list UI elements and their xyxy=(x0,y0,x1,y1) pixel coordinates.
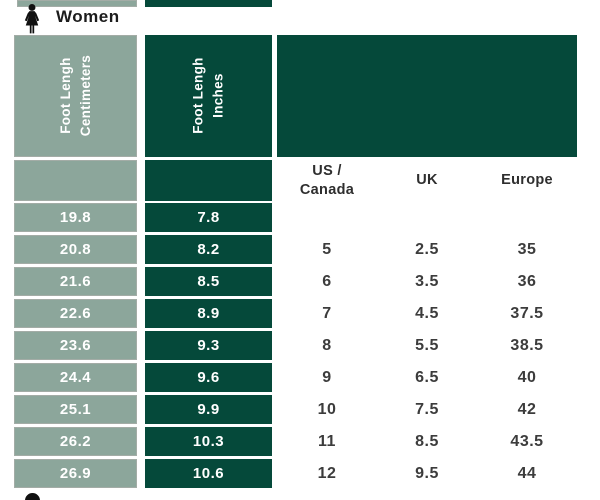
cell-us-canada: 6 xyxy=(322,273,332,290)
cell-europe: 37.5 xyxy=(510,305,544,322)
cell-cm: 24.4 xyxy=(14,363,137,392)
cell-europe: 40 xyxy=(517,369,537,386)
header-label-foot-length-in: Foot Lengh Inches xyxy=(190,57,226,135)
table-row: 19.8 7.8 xyxy=(14,203,577,232)
cell-cm: 22.6 xyxy=(14,299,137,328)
cell-us-canada: 7 xyxy=(322,305,332,322)
cell-inches: 9.6 xyxy=(145,363,272,392)
cell-inches: 8.9 xyxy=(145,299,272,328)
cell-us-canada: 8 xyxy=(322,337,332,354)
cell-uk: 4.5 xyxy=(415,305,439,322)
cell-uk: 6.5 xyxy=(415,369,439,386)
cell-europe: 43.5 xyxy=(510,433,544,450)
header-cell-foot-length-cm: Foot Lengh Centimeters xyxy=(14,35,137,157)
column-header-us-canada: US / Canada xyxy=(299,162,355,198)
next-section-icon-partial xyxy=(25,493,40,500)
cell-inches: 10.6 xyxy=(145,459,272,488)
cell-cm: 21.6 xyxy=(14,267,137,296)
subheader-cell-in-empty xyxy=(145,160,272,201)
size-table-body: 19.8 7.8 20.8 8.2 5 2.5 35 21.6 8.5 6 3.… xyxy=(14,203,577,491)
woman-icon xyxy=(24,4,40,34)
cell-europe xyxy=(477,203,577,232)
cell-uk: 5.5 xyxy=(415,337,439,354)
cell-europe: 35 xyxy=(517,241,537,258)
cell-us-canada: 5 xyxy=(322,241,332,258)
table-row: 22.6 8.9 7 4.5 37.5 xyxy=(14,299,577,328)
table-row: 26.2 10.3 11 8.5 43.5 xyxy=(14,427,577,456)
column-header-uk: UK xyxy=(416,172,438,189)
cell-us-canada: 11 xyxy=(318,433,336,450)
cell-us-canada: 12 xyxy=(317,465,337,482)
cell-cm: 19.8 xyxy=(14,203,137,232)
table-row: 24.4 9.6 9 6.5 40 xyxy=(14,363,577,392)
table-row: 26.9 10.6 12 9.5 44 xyxy=(14,459,577,488)
table-row: 23.6 9.3 8 5.5 38.5 xyxy=(14,331,577,360)
cell-uk: 3.5 xyxy=(415,273,439,290)
cell-cm: 26.9 xyxy=(14,459,137,488)
cell-europe: 42 xyxy=(517,401,537,418)
cell-uk: 7.5 xyxy=(415,401,439,418)
cell-europe: 38.5 xyxy=(510,337,544,354)
cell-uk xyxy=(377,203,477,232)
cell-europe: 44 xyxy=(517,465,537,482)
cell-us-canada xyxy=(277,203,377,232)
header-cell-sizes-block xyxy=(277,35,577,157)
previous-section-sliver-in xyxy=(145,0,272,7)
cell-cm: 23.6 xyxy=(14,331,137,360)
cell-inches: 8.2 xyxy=(145,235,272,264)
cell-cm: 25.1 xyxy=(14,395,137,424)
table-row: 20.8 8.2 5 2.5 35 xyxy=(14,235,577,264)
cell-us-canada: 9 xyxy=(322,369,332,386)
cell-uk: 9.5 xyxy=(415,465,439,482)
previous-section-sliver-cm xyxy=(17,0,137,7)
cell-inches: 10.3 xyxy=(145,427,272,456)
cell-cm: 26.2 xyxy=(14,427,137,456)
cell-inches: 8.5 xyxy=(145,267,272,296)
subheader-cell-cm-empty xyxy=(14,160,137,201)
table-row: 21.6 8.5 6 3.5 36 xyxy=(14,267,577,296)
cell-inches: 9.9 xyxy=(145,395,272,424)
header-cell-foot-length-in: Foot Lengh Inches xyxy=(145,35,272,157)
cell-cm: 20.8 xyxy=(14,235,137,264)
cell-uk: 2.5 xyxy=(415,241,439,258)
cell-us-canada: 10 xyxy=(317,401,337,418)
column-header-europe: Europe xyxy=(501,172,553,189)
section-title: Women xyxy=(56,7,120,26)
cell-uk: 8.5 xyxy=(415,433,439,450)
cell-inches: 7.8 xyxy=(145,203,272,232)
cell-europe: 36 xyxy=(517,273,537,290)
cell-inches: 9.3 xyxy=(145,331,272,360)
table-row: 25.1 9.9 10 7.5 42 xyxy=(14,395,577,424)
header-label-foot-length-cm: Foot Lengh Centimeters xyxy=(57,55,93,137)
